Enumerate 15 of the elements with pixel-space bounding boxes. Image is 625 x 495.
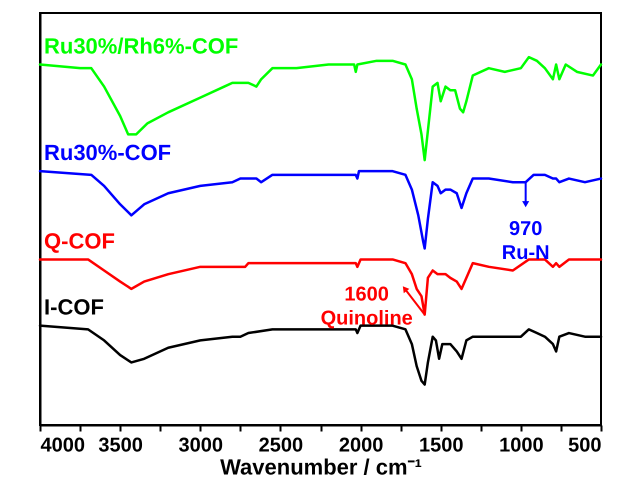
series-label: I-COF bbox=[44, 294, 104, 320]
series-label: Ru30%-COF bbox=[44, 140, 172, 166]
x-axis-title: Wavenumber / cm⁻¹ bbox=[220, 454, 422, 480]
x-tick-label: 4000 bbox=[40, 434, 85, 456]
series-label: Q-COF bbox=[44, 228, 115, 254]
x-tick-label: 3000 bbox=[178, 434, 224, 456]
series-label: Ru30%/Rh6%-COF bbox=[44, 34, 238, 58]
x-tick-label: 2500 bbox=[258, 434, 304, 456]
x-tick-label: 1000 bbox=[499, 434, 544, 456]
x-tick-label: 1500 bbox=[418, 434, 464, 456]
x-tick-label: 3500 bbox=[98, 434, 143, 456]
annotation: 970 Ru-N bbox=[502, 218, 550, 264]
annotation: 1600 Quinoline bbox=[320, 284, 413, 330]
x-tick-label: 2000 bbox=[338, 434, 384, 456]
x-tick-label: 500 bbox=[568, 434, 602, 456]
